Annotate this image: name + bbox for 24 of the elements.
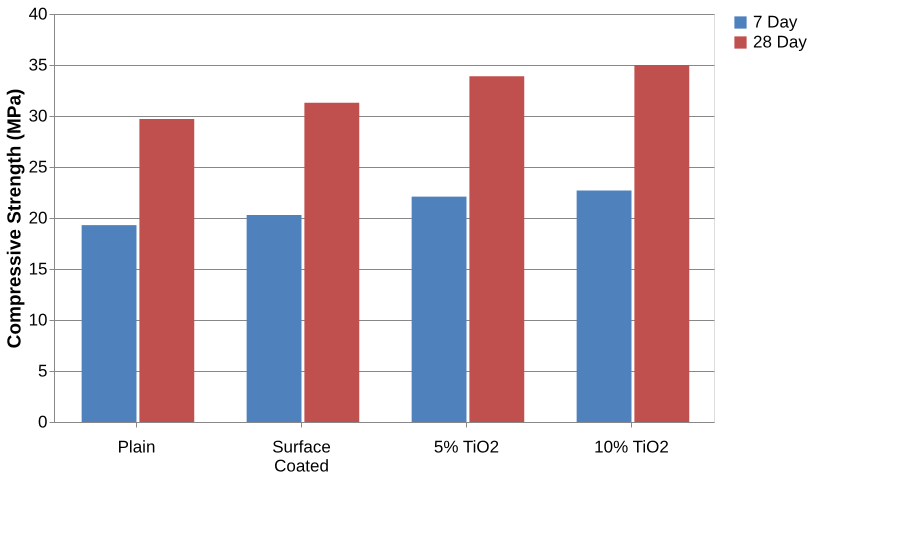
bar <box>634 65 690 422</box>
y-tick-label: 40 <box>28 4 48 24</box>
bar <box>576 190 632 422</box>
y-tick-label: 15 <box>28 260 48 278</box>
legend-label: 7 Day <box>753 12 798 32</box>
y-tick-label: 10 <box>28 310 48 330</box>
y-tick-label: 35 <box>28 56 48 74</box>
y-axis-title: Compressive Strength (MPa) <box>4 88 26 348</box>
y-tick-label: 30 <box>28 106 48 126</box>
bar <box>304 102 360 422</box>
bar <box>469 76 524 422</box>
x-tick-label: Plain <box>118 438 156 456</box>
y-tick-label: 5 <box>38 362 48 380</box>
y-tick-label: 25 <box>28 158 48 176</box>
legend-label: 28 Day <box>753 32 808 52</box>
x-tick-label: 10% TiO2 <box>594 438 669 456</box>
bar <box>82 225 136 422</box>
y-tick-label: 20 <box>28 208 48 228</box>
bar <box>412 196 466 422</box>
x-tick-label: Surface Coated <box>272 438 331 476</box>
bar <box>139 119 194 422</box>
bar <box>246 214 302 422</box>
x-tick-label: 5% TiO2 <box>434 438 500 456</box>
y-tick-label: 0 <box>38 412 48 432</box>
